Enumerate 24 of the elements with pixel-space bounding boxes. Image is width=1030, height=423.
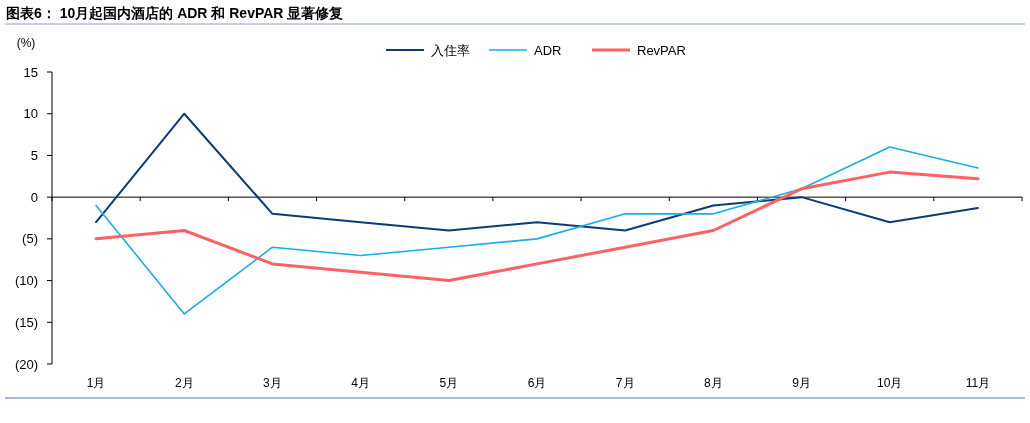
x-tick-label: 4月 — [351, 376, 370, 390]
y-axis-title: (%) — [16, 36, 36, 50]
x-tick-label: 2月 — [174, 376, 194, 390]
legend-label: RevPAR — [637, 42, 686, 58]
x-tick-label: 5月 — [439, 376, 459, 390]
y-tick-label: 0 — [30, 189, 38, 205]
y-tick-label: 5 — [30, 147, 38, 163]
x-tick-label: 8月 — [704, 376, 723, 390]
chart-title: 图表6： 10月起国内酒店的 ADR 和 RevPAR 显著修复 — [6, 5, 344, 21]
x-tick-label: 7月 — [615, 376, 635, 390]
y-tick-label: 10 — [23, 106, 38, 122]
y-tick-label: (10) — [14, 273, 38, 289]
legend-label: ADR — [534, 42, 562, 58]
x-tick-label: 6月 — [527, 376, 547, 390]
x-tick-label: 9月 — [792, 376, 811, 390]
x-tick-label: 3月 — [263, 376, 282, 390]
y-tick-label: (20) — [14, 356, 38, 372]
x-tick-label: 10月 — [877, 376, 903, 390]
legend-label: 入住率 — [431, 42, 470, 58]
y-tick-label: 15 — [23, 64, 38, 80]
x-tick-label: 11月 — [965, 376, 991, 390]
y-tick-label: (5) — [22, 231, 38, 247]
y-tick-label: (15) — [14, 314, 38, 330]
x-tick-label: 1月 — [86, 376, 106, 390]
